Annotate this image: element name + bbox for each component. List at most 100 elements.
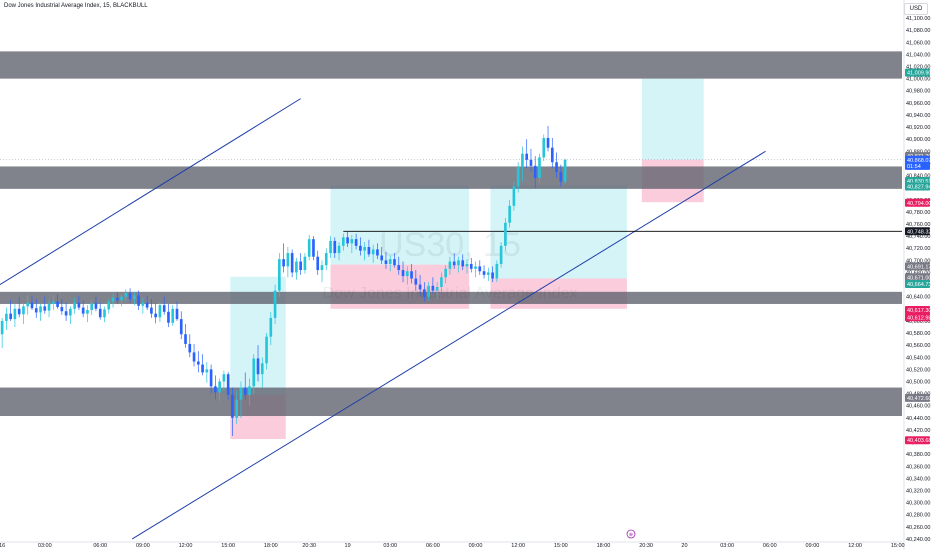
candle bbox=[499, 242, 503, 268]
event-marker[interactable]: ⊕ bbox=[626, 529, 636, 539]
candle bbox=[239, 381, 243, 418]
candle-body bbox=[448, 261, 452, 269]
price-tick-label: 40,740.00 bbox=[906, 234, 930, 240]
drawing-lines-layer[interactable] bbox=[0, 98, 902, 540]
candle-body bbox=[175, 308, 179, 320]
candle-body bbox=[47, 303, 51, 311]
price-tick-label: 41,040.00 bbox=[906, 52, 930, 58]
currency-selector[interactable]: USD bbox=[904, 3, 928, 15]
candle-body bbox=[431, 285, 435, 291]
candle-body bbox=[56, 301, 59, 307]
candle-body bbox=[81, 307, 85, 314]
candle bbox=[26, 295, 30, 315]
candle-body bbox=[337, 245, 341, 254]
candle bbox=[201, 354, 204, 376]
price-tag-label: 40,664.73 bbox=[907, 282, 931, 288]
candle bbox=[43, 296, 47, 314]
candle-body bbox=[128, 293, 132, 300]
price-tag: 40,748.32 bbox=[905, 227, 931, 236]
candle bbox=[9, 299, 12, 321]
price-tick-label: 40,420.00 bbox=[906, 428, 930, 434]
price-tick-label: 40,360.00 bbox=[906, 464, 930, 470]
price-tag-label: 40,671.00 bbox=[907, 275, 931, 281]
candle bbox=[222, 370, 226, 391]
supply-demand-zone[interactable] bbox=[0, 51, 902, 79]
candle bbox=[73, 297, 76, 314]
candle bbox=[5, 307, 8, 330]
candle bbox=[405, 266, 409, 285]
candle-body bbox=[512, 186, 516, 206]
price-tag: 01:54 bbox=[905, 161, 930, 170]
candle bbox=[448, 256, 452, 275]
supply-demand-zone[interactable] bbox=[0, 166, 902, 189]
candle-body bbox=[525, 153, 529, 160]
candle bbox=[145, 295, 149, 311]
candle-body bbox=[5, 313, 8, 321]
candle bbox=[397, 256, 401, 275]
candle bbox=[154, 302, 157, 324]
price-tag-label: 40,794.00 bbox=[907, 201, 931, 207]
candle bbox=[354, 233, 358, 250]
candle bbox=[324, 248, 328, 271]
candle-body bbox=[465, 263, 469, 267]
candle bbox=[192, 343, 196, 367]
time-tick-label: 09:00 bbox=[469, 543, 483, 549]
price-tag: 40,691.17 bbox=[905, 262, 931, 271]
candle bbox=[491, 266, 494, 283]
trendline[interactable] bbox=[0, 98, 301, 285]
supply-demand-zone[interactable] bbox=[0, 291, 902, 304]
candle-body bbox=[179, 319, 183, 335]
candle-body bbox=[363, 247, 366, 251]
candle bbox=[350, 234, 354, 254]
candle-body bbox=[252, 358, 256, 387]
trendline[interactable] bbox=[131, 150, 766, 540]
candle-body bbox=[329, 240, 332, 254]
candle-body bbox=[273, 290, 277, 318]
candle-body bbox=[397, 265, 401, 271]
candle bbox=[282, 243, 285, 273]
candle bbox=[137, 290, 140, 311]
candle-body bbox=[491, 272, 494, 279]
candle bbox=[346, 231, 349, 248]
price-tag: 41,009.90 bbox=[905, 68, 931, 77]
candle-body bbox=[133, 295, 136, 300]
candle-body bbox=[550, 147, 554, 163]
price-tick-label: 40,780.00 bbox=[906, 210, 930, 216]
target-zone-box[interactable] bbox=[330, 185, 470, 265]
candle-body bbox=[354, 239, 358, 246]
candle-body bbox=[486, 272, 490, 275]
time-axis[interactable]: 16 03:00 06:00 09:00 12:00 15:00 18:00 20:30 19 0… bbox=[0, 541, 905, 549]
candle bbox=[243, 372, 247, 400]
candle bbox=[273, 284, 277, 324]
price-tick-label: 41,080.00 bbox=[906, 28, 930, 34]
event-marker-icon[interactable] bbox=[626, 529, 636, 539]
candle-body bbox=[546, 137, 550, 148]
candle-body bbox=[239, 387, 243, 400]
candle-body bbox=[307, 239, 311, 257]
candle-body bbox=[299, 261, 302, 271]
candle bbox=[307, 234, 311, 261]
candle-body bbox=[201, 364, 204, 373]
candle bbox=[248, 378, 251, 406]
candle bbox=[303, 253, 307, 274]
price-tick-label: 40,720.00 bbox=[906, 246, 930, 252]
candle-body bbox=[282, 259, 285, 267]
event-marker-glyph: ⊕ bbox=[629, 532, 633, 538]
time-tick-label: 15:00 bbox=[891, 543, 905, 549]
price-tick-label: 40,760.00 bbox=[906, 222, 930, 228]
candle-body bbox=[90, 303, 94, 311]
target-zone-box[interactable] bbox=[641, 78, 704, 160]
candle bbox=[495, 260, 499, 283]
candle-body bbox=[103, 309, 106, 318]
candle-body bbox=[312, 239, 315, 257]
candle bbox=[231, 387, 234, 436]
candle-body bbox=[111, 297, 115, 302]
candle bbox=[56, 294, 59, 309]
candle bbox=[329, 236, 332, 258]
candle-body bbox=[26, 302, 30, 307]
candle-body bbox=[9, 313, 12, 320]
candle bbox=[529, 148, 533, 172]
supply-demand-zone[interactable] bbox=[0, 387, 902, 417]
price-tick-label: 40,700.00 bbox=[906, 258, 930, 264]
